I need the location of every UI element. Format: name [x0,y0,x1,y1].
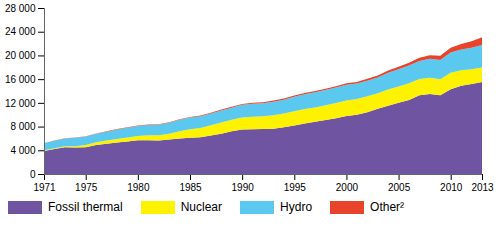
svg-text:0: 0 [30,169,36,180]
svg-text:16 000: 16 000 [5,74,36,85]
svg-text:2000: 2000 [336,182,359,193]
svg-text:1995: 1995 [284,182,307,193]
html-text:Other²: Other² [370,200,405,214]
svg-text:24 000: 24 000 [5,26,36,37]
svg-text:12 000: 12 000 [5,98,36,109]
html-text:Hydro: Hydro [280,200,313,214]
svg-text:1971: 1971 [33,182,56,193]
svg-text:1975: 1975 [75,182,98,193]
svg-text:20 000: 20 000 [5,50,36,61]
svg-text:2005: 2005 [388,182,411,193]
svg-text:8 000: 8 000 [10,121,35,132]
svg-text:28 000: 28 000 [5,3,36,14]
svg-text:1985: 1985 [179,182,202,193]
svg-text:4 000: 4 000 [10,145,35,156]
svg-text:2013: 2013 [471,182,494,193]
html-text:Nuclear: Nuclear [180,200,222,214]
svg-text:1980: 1980 [127,182,150,193]
html-text:Fossil thermal: Fossil thermal [48,200,123,214]
svg-text:2010: 2010 [440,182,463,193]
svg-text:1990: 1990 [232,182,255,193]
